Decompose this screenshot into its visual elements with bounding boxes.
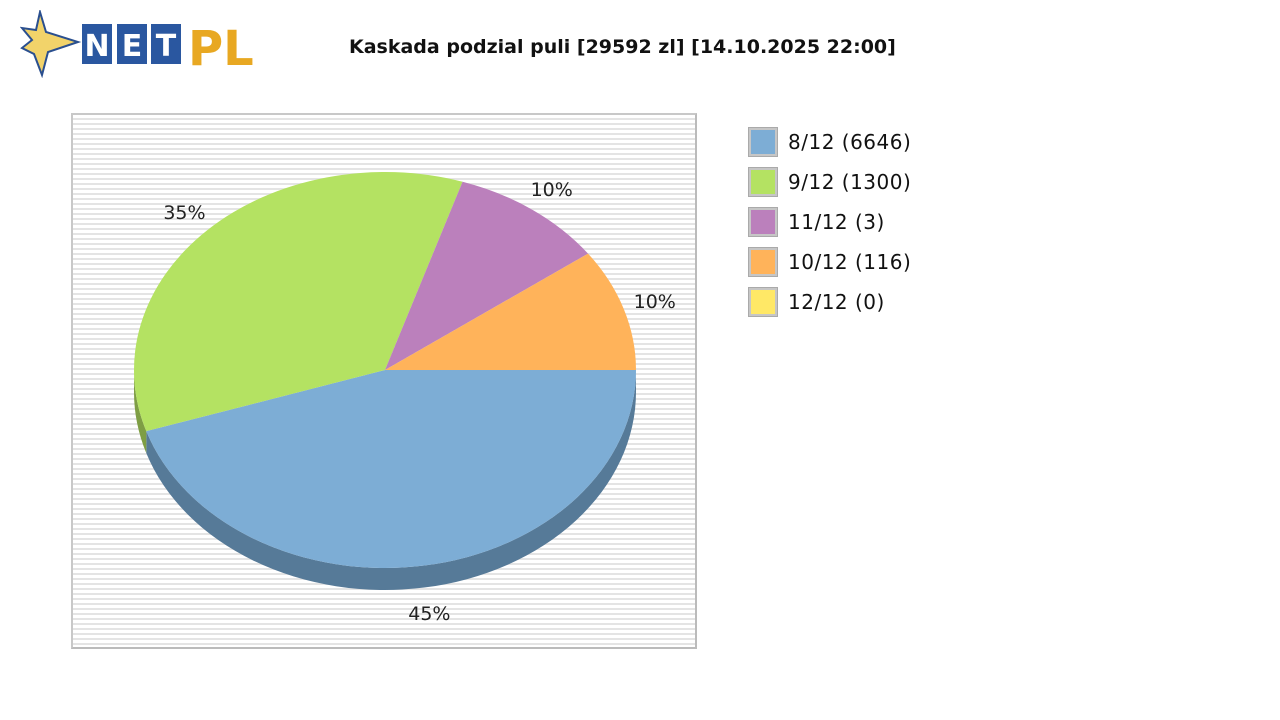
legend-swatch [748,127,778,157]
legend-item: 10/12 (116) [748,242,911,282]
legend-label: 11/12 (3) [788,210,885,234]
pie-slice-3[interactable] [385,253,636,370]
legend-label: 8/12 (6646) [788,130,912,154]
netpl-logo: N E T PL [20,10,254,78]
legend-item: 11/12 (3) [748,202,911,242]
svg-text:N: N [84,29,109,64]
legend-swatch [748,167,778,197]
pie-slice-1[interactable] [134,172,463,432]
legend-item: 12/12 (0) [748,282,911,322]
legend-label: 12/12 (0) [788,290,885,314]
chart-title: Kaskada podzial puli [29592 zl] [14.10.2… [349,36,896,58]
legend-swatch [748,247,778,277]
pie-side-1 [134,370,147,454]
legend-item: 9/12 (1300) [748,162,911,202]
legend: 8/12 (6646) 9/12 (1300) 11/12 (3) 10/12 (11… [748,122,911,322]
slice-percent-label: 10% [531,179,573,201]
svg-text:E: E [122,29,143,64]
plot-area: 45% 35% 10% 10% [71,113,697,649]
pie-slice-2[interactable] [385,181,589,370]
svg-text:T: T [156,29,177,64]
legend-label: 10/12 (116) [788,250,912,274]
slice-percent-label: 10% [634,291,676,313]
legend-swatch [748,287,778,317]
slice-percent-label: 45% [408,603,450,625]
legend-item: 8/12 (6646) [748,122,911,162]
pie-chart: 45% 35% 10% 10% [134,172,676,625]
slice-percent-label: 35% [163,202,205,224]
pie-slice-0[interactable] [146,370,636,568]
legend-label: 9/12 (1300) [788,170,912,194]
legend-swatch [748,207,778,237]
svg-text:PL: PL [188,21,254,77]
